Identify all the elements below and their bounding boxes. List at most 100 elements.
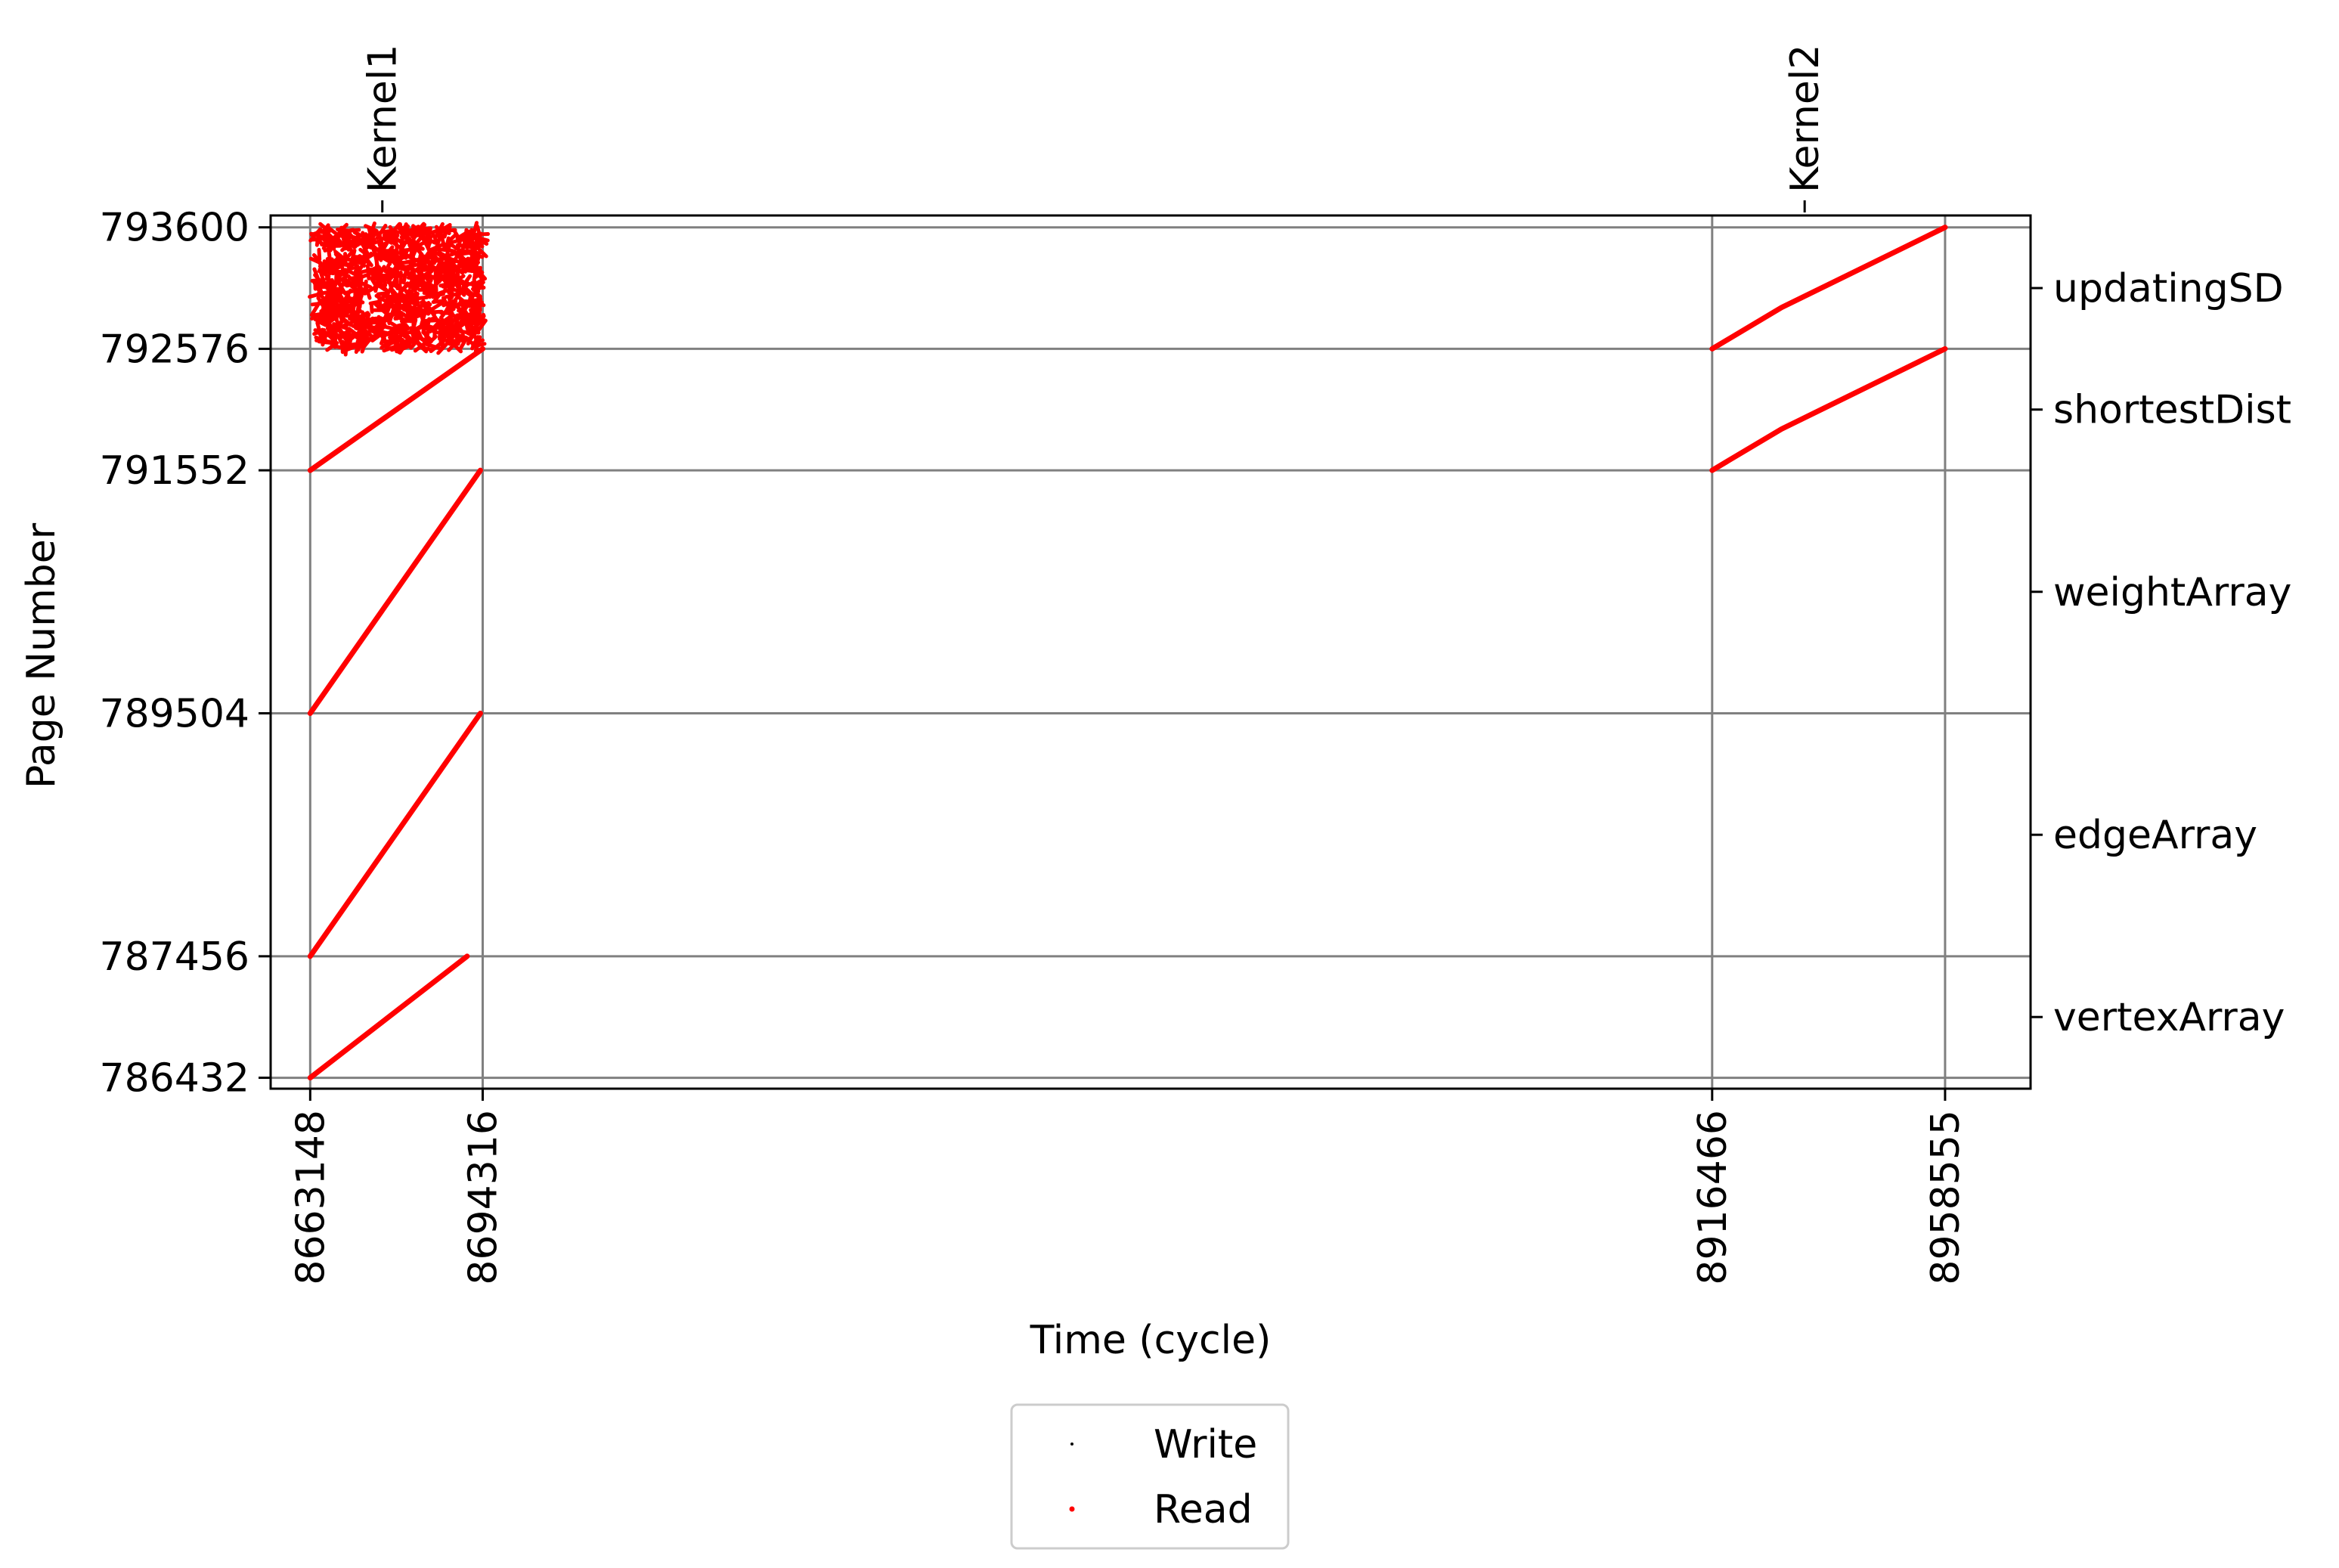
read-access-point: [341, 317, 353, 327]
read-access-point: [431, 299, 445, 305]
read-access-point: [417, 228, 429, 238]
read-access-point: [466, 327, 477, 337]
read-access-point: [448, 232, 459, 243]
read-access-point: [390, 287, 404, 303]
read-access-point: [388, 252, 400, 266]
read-access-segment: [1709, 346, 1948, 473]
read-access-point: [398, 263, 416, 271]
read-access-segment: [307, 467, 483, 716]
kernel-label: Kernel1: [361, 45, 406, 193]
read-access-point: [337, 282, 347, 296]
read-access-point: [392, 265, 398, 278]
read-access-point: [387, 300, 398, 309]
read-access-point: [443, 324, 452, 336]
read-access-point: [455, 284, 466, 297]
read-access-point: [460, 268, 478, 274]
read-access-point: [438, 282, 451, 288]
read-access-point: [356, 280, 364, 299]
y-tick-label: 793600: [99, 206, 249, 251]
read-access-point: [308, 256, 322, 265]
read-access-point: [461, 274, 472, 287]
read-access-point: [324, 306, 336, 312]
read-access-point: [392, 271, 401, 284]
read-access-point: [369, 301, 374, 315]
read-access-point: [364, 287, 372, 300]
read-access-point: [325, 323, 343, 333]
read-access-point: [380, 330, 395, 336]
read-access-point: [420, 251, 431, 264]
read-access-point: [313, 328, 326, 333]
x-tick-label: 8663148: [288, 1110, 333, 1285]
read-access-point: [419, 269, 434, 282]
right-axis-label: weightArray: [2053, 570, 2291, 615]
read-access-point: [379, 281, 389, 293]
read-access-point: [410, 305, 426, 313]
read-access-point: [343, 250, 354, 262]
read-access-point: [373, 281, 382, 292]
read-access-point: [322, 281, 335, 296]
read-access-point: [345, 242, 355, 256]
read-access-point: [321, 335, 327, 347]
read-access-point: [355, 335, 367, 342]
read-access-point: [382, 274, 388, 287]
read-access-point: [433, 250, 449, 262]
read-access-point: [333, 234, 347, 250]
read-access-point: [441, 299, 455, 308]
read-access-point: [397, 266, 410, 272]
read-access-point: [423, 266, 435, 272]
read-access-point: [318, 261, 336, 268]
plot-frame: [269, 214, 2032, 1090]
grid: [271, 215, 2031, 1089]
read-access-point: [395, 315, 411, 323]
read-access-point: [410, 226, 429, 235]
read-access-point: [424, 281, 439, 296]
legend-label: Write: [1154, 1422, 1257, 1467]
read-access-point: [472, 298, 478, 315]
legend-label: Read: [1154, 1487, 1253, 1532]
read-access-point: [337, 228, 355, 235]
read-access-point: [336, 335, 347, 352]
read-access-point: [436, 341, 450, 355]
read-access-point: [316, 291, 331, 305]
read-access-point: [363, 316, 379, 323]
read-access-point: [398, 239, 404, 256]
read-access-point: [360, 229, 376, 242]
read-access-point: [458, 234, 472, 249]
read-access-point: [389, 321, 401, 330]
read-access-point: [311, 237, 324, 242]
read-access-point: [379, 244, 384, 262]
read-access-point: [382, 344, 398, 353]
read-access-point: [358, 247, 370, 258]
read-access-point: [348, 317, 366, 323]
read-access-point: [420, 300, 432, 307]
read-access-point: [330, 297, 343, 310]
read-access-point: [435, 263, 445, 276]
read-access-point: [368, 322, 380, 339]
read-access-point: [374, 293, 390, 305]
read-access-point: [340, 299, 351, 314]
read-access-point: [451, 327, 466, 344]
read-access-point: [426, 258, 441, 265]
read-access-point: [333, 252, 346, 265]
read-access-point: [369, 276, 377, 287]
read-access-point: [349, 299, 358, 316]
read-access-point: [473, 270, 485, 280]
y-tick-label: 789504: [99, 691, 249, 736]
read-access-point: [428, 242, 446, 253]
read-access-point: [385, 293, 398, 305]
read-access-point: [445, 321, 460, 331]
read-access-point: [439, 247, 452, 253]
y-axis-label: Page Number: [19, 522, 64, 789]
read-access-point: [309, 301, 321, 318]
read-access-point: [341, 276, 356, 287]
read-access-point: [361, 320, 370, 336]
read-access-point: [455, 229, 471, 240]
read-access-point: [317, 247, 322, 262]
read-access-point: [344, 343, 361, 352]
read-access-point: [371, 267, 385, 282]
read-access-point: [394, 247, 400, 260]
read-access-point: [418, 336, 430, 346]
read-access-point: [369, 320, 381, 325]
x-tick-label: 8916466: [1690, 1110, 1736, 1285]
